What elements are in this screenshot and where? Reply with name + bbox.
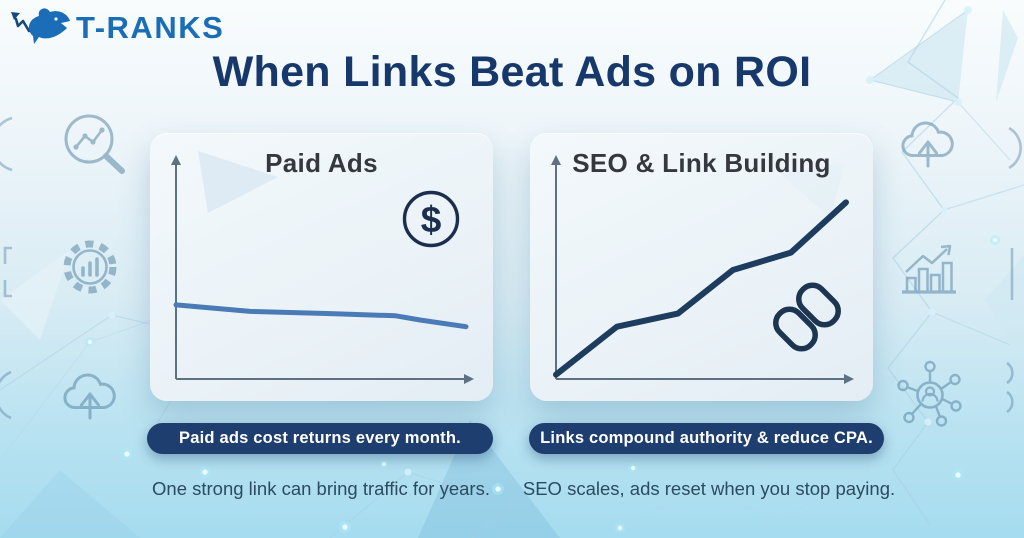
paid-ads-panel: $ Paid Ads [150,133,493,401]
brand-logo: T-RANKS [8,4,224,52]
seo-caption: SEO scales, ads reset when you stop payi… [522,478,896,499]
cloud-upload-icon [895,113,961,171]
magnifier-chart-icon [59,110,129,180]
network-user-icon [896,358,964,428]
chain-link-icon [773,282,841,352]
seo-title: SEO & Link Building [572,148,831,178]
gear-chart-icon [57,234,123,300]
paid-ads-chart [171,151,474,384]
dollar-circle-icon: $ [402,190,460,248]
paid-ads-badge: Paid ads cost returns every month. [147,423,493,454]
bar-chart-growth-icon [896,236,962,300]
paid-ads-caption: One strong link can bring traffic for ye… [152,478,490,499]
brand-name: T-RANKS [76,10,225,45]
shark-arrow-logo-icon [11,8,71,44]
page-title: When Links Beat Ads on ROI [212,48,812,96]
seo-chart [551,155,854,384]
seo-panel: SEO & Link Building [530,133,873,401]
seo-badge: Links compound authority & reduce CPA. [529,423,884,454]
svg-text:$: $ [421,199,442,240]
paid-ads-title: Paid Ads [265,148,378,178]
cloud-upload-icon [57,365,123,423]
